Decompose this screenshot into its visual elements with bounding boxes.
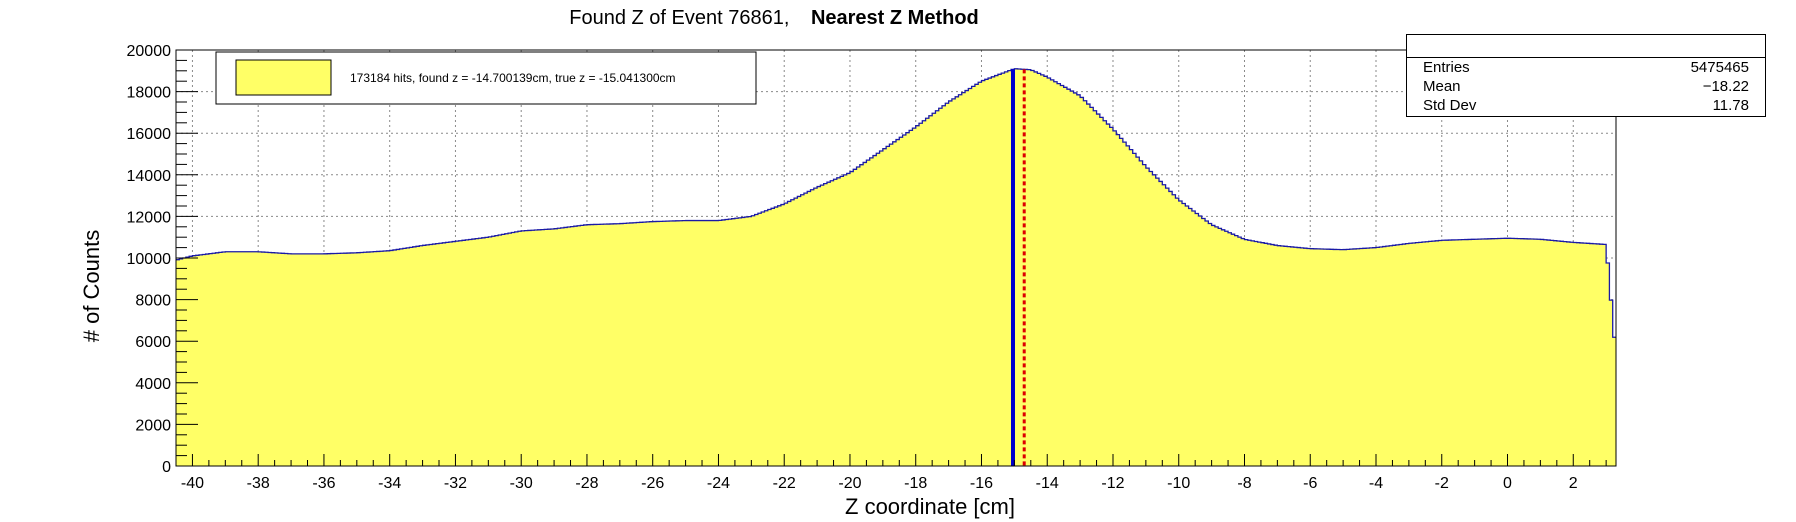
x-tick-label: -24 — [707, 475, 730, 492]
x-tick-label: -30 — [510, 475, 533, 492]
y-tick-label: 4000 — [135, 376, 171, 393]
histogram-area — [176, 68, 1616, 466]
title-bold: Nearest Z Method — [811, 7, 979, 29]
x-tick-label: -38 — [247, 475, 270, 492]
x-tick-label: -26 — [641, 475, 664, 492]
stats-label: Mean — [1423, 78, 1461, 95]
x-tick-label: -4 — [1369, 475, 1383, 492]
y-axis-label: # of Counts — [79, 230, 104, 343]
stats-label: Std Dev — [1423, 97, 1477, 114]
y-tick-label: 12000 — [127, 209, 172, 226]
y-tick-label: 18000 — [127, 85, 172, 102]
x-tick-label: -28 — [575, 475, 598, 492]
y-tick-label: 6000 — [135, 334, 171, 351]
title-regular: Found Z of Event 76861, — [569, 7, 789, 29]
stats-label: Entries — [1423, 59, 1470, 76]
x-tick-label: -8 — [1237, 475, 1251, 492]
legend: 173184 hits, found z = -14.700139cm, tru… — [215, 51, 757, 105]
y-tick-label: 8000 — [135, 293, 171, 310]
y-tick-label: 2000 — [135, 417, 171, 434]
x-tick-label: -10 — [1167, 475, 1190, 492]
x-tick-label: -12 — [1101, 475, 1124, 492]
stats-box: Entries 5475465 Mean −18.22 Std Dev 11.7… — [1406, 34, 1766, 117]
y-tick-label: 10000 — [127, 251, 172, 268]
stats-value: 11.78 — [1712, 97, 1749, 114]
stats-value: −18.22 — [1702, 78, 1749, 95]
histogram-outline — [176, 68, 1616, 338]
x-tick-label: -16 — [970, 475, 993, 492]
axes: -40 -38 -36 -34 -32 -30 -28 -26 -24 -22 -20 -18 -16-… — [127, 43, 1607, 492]
x-tick-label: -20 — [838, 475, 861, 492]
x-tick-label: 2 — [1569, 475, 1578, 492]
x-tick-label: -18 — [904, 475, 927, 492]
x-tick-label: -2 — [1435, 475, 1449, 492]
x-tick-label: -6 — [1303, 475, 1317, 492]
x-tick-label: 0 — [1503, 475, 1512, 492]
marker-lines — [1010, 69, 1026, 466]
x-tick-label: -40 — [181, 475, 204, 492]
histogram-fill — [176, 68, 1616, 466]
y-tick-label: 16000 — [127, 126, 172, 143]
chart-title: Found Z of Event 76861, Nearest Z Method — [569, 7, 979, 29]
x-tick-label: -34 — [378, 475, 401, 492]
stats-row-entries: Entries 5475465 — [1407, 58, 1765, 77]
stats-value: 5475465 — [1690, 59, 1749, 76]
stats-row-stddev: Std Dev 11.78 — [1407, 96, 1765, 115]
x-tick-label: -32 — [444, 475, 467, 492]
y-tick-label: 20000 — [127, 43, 172, 60]
legend-entry: 173184 hits, found z = -14.700139cm, tru… — [350, 71, 676, 85]
x-tick-label: -22 — [773, 475, 796, 492]
stats-row-mean: Mean −18.22 — [1407, 77, 1765, 96]
legend-swatch — [235, 59, 332, 96]
x-tick-label: -14 — [1036, 475, 1059, 492]
stats-header — [1407, 35, 1765, 58]
y-tick-label: 0 — [162, 459, 171, 476]
x-tick-label: -36 — [312, 475, 335, 492]
y-tick-label: 14000 — [127, 168, 172, 185]
x-axis-label: Z coordinate [cm] — [845, 494, 1015, 519]
